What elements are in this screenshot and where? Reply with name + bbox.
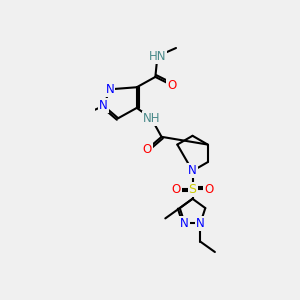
Text: NH: NH bbox=[142, 112, 160, 125]
Text: N: N bbox=[188, 164, 197, 177]
Text: HN: HN bbox=[149, 50, 166, 63]
Text: N: N bbox=[106, 83, 114, 96]
Text: N: N bbox=[180, 217, 189, 230]
Text: O: O bbox=[142, 143, 152, 156]
Text: N: N bbox=[99, 99, 108, 112]
Text: O: O bbox=[171, 183, 181, 196]
Text: O: O bbox=[204, 183, 214, 196]
Text: N: N bbox=[196, 217, 205, 230]
Text: N: N bbox=[81, 108, 89, 121]
Text: O: O bbox=[167, 79, 176, 92]
Text: S: S bbox=[188, 183, 196, 196]
